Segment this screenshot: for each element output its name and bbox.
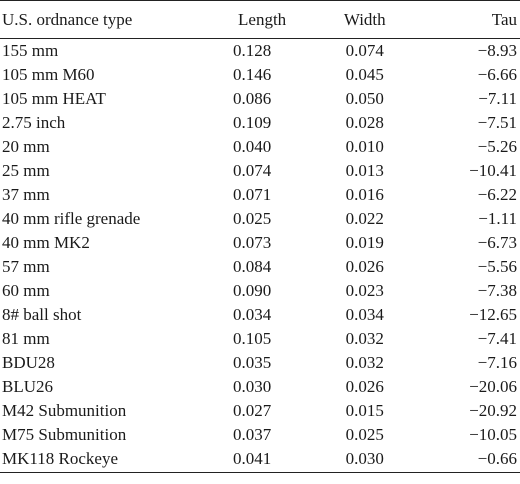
cell-ordnance-type: 81 mm (2, 328, 50, 348)
ordnance-table: U.S. ordnance type Length Width Tau 155 … (0, 0, 520, 473)
cell-tau: −6.66 (477, 64, 517, 84)
cell-ordnance-type: BLU26 (2, 376, 53, 396)
cell-width: 0.032 (345, 328, 384, 348)
table-row: 105 mm HEAT 0.086 0.050 −7.11 (0, 87, 520, 111)
cell-width: 0.032 (345, 352, 384, 372)
header-tau: Tau (417, 0, 520, 39)
cell-tau: −5.56 (477, 256, 517, 276)
cell-tau: −12.65 (469, 304, 517, 324)
cell-ordnance-type: 37 mm (2, 184, 50, 204)
cell-tau: −20.06 (469, 376, 517, 396)
cell-ordnance-type: 40 mm rifle grenade (2, 208, 141, 228)
cell-length: 0.034 (232, 304, 272, 324)
cell-ordnance-type: 60 mm (2, 280, 50, 300)
cell-length: 0.084 (232, 256, 272, 276)
cell-width: 0.019 (345, 232, 384, 252)
cell-width: 0.023 (345, 280, 384, 300)
cell-width: 0.045 (345, 64, 384, 84)
table-row: 2.75 inch 0.109 0.028 −7.51 (0, 111, 520, 135)
cell-length: 0.128 (232, 40, 272, 60)
cell-tau: −10.05 (469, 424, 517, 444)
cell-length: 0.146 (232, 64, 272, 84)
cell-ordnance-type: 20 mm (2, 136, 50, 156)
cell-tau: −7.38 (477, 280, 517, 300)
cell-length: 0.025 (232, 208, 272, 228)
cell-ordnance-type: 40 mm MK2 (2, 232, 90, 252)
cell-tau: −8.93 (477, 40, 517, 60)
cell-ordnance-type: 105 mm HEAT (2, 88, 106, 108)
cell-ordnance-type: MK118 Rockeye (0, 446, 193, 473)
cell-length: 0.071 (232, 184, 272, 204)
cell-tau: −7.41 (477, 328, 517, 348)
cell-ordnance-type: 25 mm (2, 160, 50, 180)
header-row: U.S. ordnance type Length Width Tau (0, 0, 520, 39)
cell-tau: −7.11 (478, 88, 517, 108)
cell-length: 0.109 (232, 112, 272, 132)
cell-ordnance-type: 8# ball shot (2, 304, 82, 324)
cell-length: 0.090 (232, 280, 272, 300)
cell-width: 0.028 (345, 112, 384, 132)
cell-width: 0.030 (311, 446, 418, 473)
cell-length: 0.027 (232, 400, 272, 420)
cell-tau: −0.66 (417, 446, 520, 473)
cell-tau: −10.41 (469, 160, 517, 180)
table-row: 20 mm 0.040 0.010 −5.26 (0, 135, 520, 159)
cell-width: 0.016 (345, 184, 384, 204)
table-row: 40 mm rifle grenade 0.025 0.022 −1.11 (0, 207, 520, 231)
table-row: 37 mm 0.071 0.016 −6.22 (0, 183, 520, 207)
cell-ordnance-type: 155 mm (2, 40, 59, 60)
cell-length: 0.040 (232, 136, 272, 156)
table-row: M42 Submunition 0.027 0.015 −20.92 (0, 399, 520, 423)
cell-width: 0.013 (345, 160, 384, 180)
cell-width: 0.026 (345, 376, 384, 396)
cell-width: 0.022 (345, 208, 384, 228)
table-row: 105 mm M60 0.146 0.045 −6.66 (0, 63, 520, 87)
table-row: BLU26 0.030 0.026 −20.06 (0, 375, 520, 399)
cell-tau: −20.92 (469, 400, 517, 420)
table-row: 8# ball shot 0.034 0.034 −12.65 (0, 303, 520, 327)
table-row: 60 mm 0.090 0.023 −7.38 (0, 279, 520, 303)
header-width: Width (311, 0, 418, 39)
table-row: 155 mm 0.128 0.074 −8.93 (0, 39, 520, 63)
cell-length: 0.037 (232, 424, 272, 444)
table-row: 25 mm 0.074 0.013 −10.41 (0, 159, 520, 183)
cell-tau: −7.16 (477, 352, 517, 372)
cell-length: 0.105 (232, 328, 272, 348)
table-row: 57 mm 0.084 0.026 −5.56 (0, 255, 520, 279)
table-row: BDU28 0.035 0.032 −7.16 (0, 351, 520, 375)
table-row: 40 mm MK2 0.073 0.019 −6.73 (0, 231, 520, 255)
cell-width: 0.034 (345, 304, 384, 324)
cell-tau: −5.26 (477, 136, 517, 156)
cell-ordnance-type: BDU28 (2, 352, 55, 372)
table-row: M75 Submunition 0.037 0.025 −10.05 (0, 423, 520, 447)
cell-tau: −6.73 (477, 232, 517, 252)
cell-ordnance-type: 57 mm (2, 256, 50, 276)
cell-width: 0.074 (345, 40, 384, 60)
cell-tau: −7.51 (477, 112, 517, 132)
cell-length: 0.030 (232, 376, 272, 396)
table-row: 81 mm 0.105 0.032 −7.41 (0, 327, 520, 351)
cell-width: 0.015 (345, 400, 384, 420)
cell-length: 0.041 (192, 446, 312, 473)
cell-width: 0.010 (345, 136, 384, 156)
cell-ordnance-type: 105 mm M60 (2, 64, 95, 84)
header-length: Length (192, 0, 312, 39)
cell-length: 0.074 (232, 160, 272, 180)
cell-width: 0.025 (345, 424, 384, 444)
cell-ordnance-type: 2.75 inch (2, 112, 66, 132)
cell-length: 0.086 (232, 88, 272, 108)
cell-ordnance-type: M75 Submunition (2, 424, 127, 444)
cell-length: 0.073 (232, 232, 272, 252)
cell-width: 0.026 (345, 256, 384, 276)
cell-width: 0.050 (345, 88, 384, 108)
cell-length: 0.035 (232, 352, 272, 372)
cell-tau: −6.22 (477, 184, 517, 204)
table-body: 155 mm 0.128 0.074 −8.93 105 mm M60 0.146 0.04… (0, 39, 520, 473)
cell-tau: −1.11 (478, 208, 517, 228)
header-ordnance-type: U.S. ordnance type (0, 0, 193, 39)
cell-ordnance-type: M42 Submunition (2, 400, 127, 420)
table-row: MK118 Rockeye 0.041 0.030 −0.66 (0, 446, 520, 473)
